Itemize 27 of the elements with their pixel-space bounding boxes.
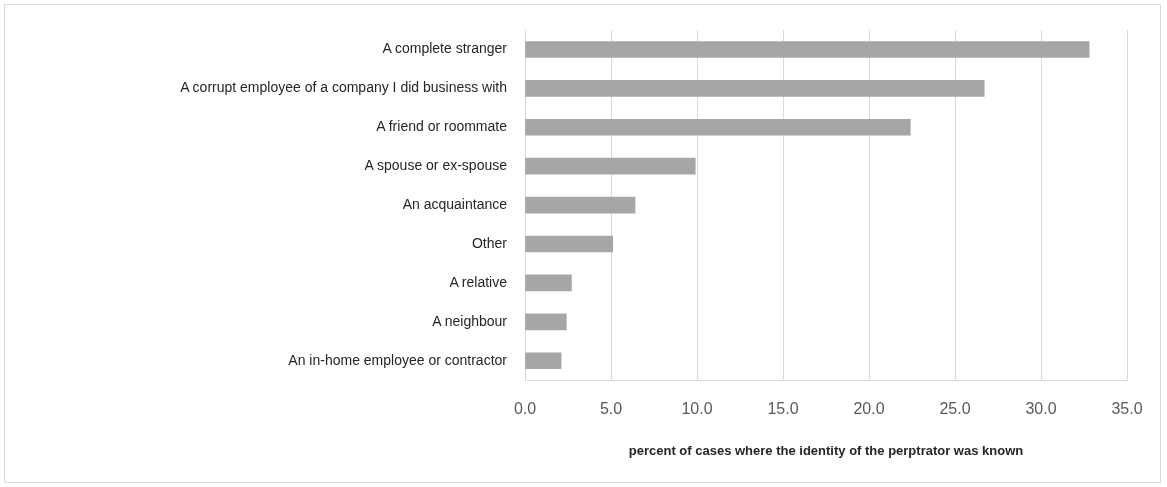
y-tick-label: An acquaintance — [402, 195, 508, 212]
bar — [525, 157, 696, 175]
bar — [525, 196, 636, 214]
bar — [525, 352, 562, 370]
x-tick-label: 35.0 — [1111, 400, 1143, 418]
bar — [525, 313, 567, 331]
y-tick-label: Other — [471, 234, 508, 251]
x-tick-label: 5.0 — [599, 400, 623, 418]
x-axis-title: percent of cases where the identity of the perptrator was known — [628, 442, 1024, 458]
x-tick-label: 15.0 — [767, 400, 799, 418]
bar — [525, 274, 572, 292]
x-tick-label: 20.0 — [853, 400, 885, 418]
y-tick-label: A corrupt employee of a company I did business with — [180, 79, 507, 96]
y-tick-label: A relative — [449, 273, 508, 290]
x-tick-label: 0.0 — [513, 400, 537, 418]
x-tick-label: 10.0 — [681, 400, 713, 418]
x-tick-label: 25.0 — [939, 400, 971, 418]
bar — [525, 235, 614, 253]
y-tick-label: A complete stranger — [382, 40, 508, 57]
y-tick-label: A friend or roommate — [376, 118, 508, 135]
y-tick-label: An in-home employee or contractor — [288, 351, 508, 368]
x-tick-label: 30.0 — [1025, 400, 1057, 418]
bar — [525, 41, 1090, 58]
y-tick-label: A spouse or ex-spouse — [364, 157, 508, 174]
bar — [525, 118, 911, 136]
y-tick-label: A neighbour — [432, 312, 508, 329]
bar — [525, 80, 985, 97]
